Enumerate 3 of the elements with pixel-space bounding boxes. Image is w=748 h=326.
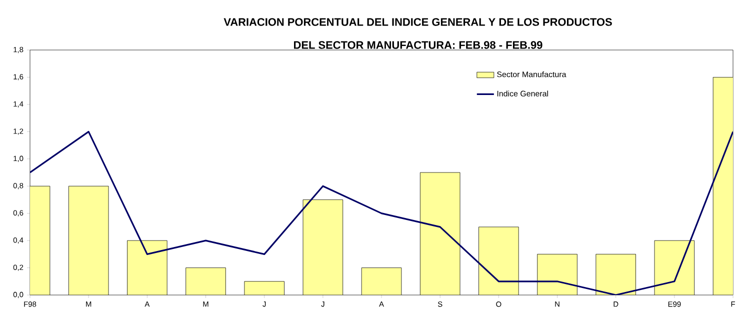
chart-title: VARIACION PORCENTUAL DEL INDICE GENERAL Y DE LOS PRODUCTOS — [224, 18, 612, 26]
chart-subtitle: DEL SECTOR MANUFACTURA: FEB.98 - FEB.99 — [294, 41, 542, 49]
line-series — [30, 130, 734, 295]
